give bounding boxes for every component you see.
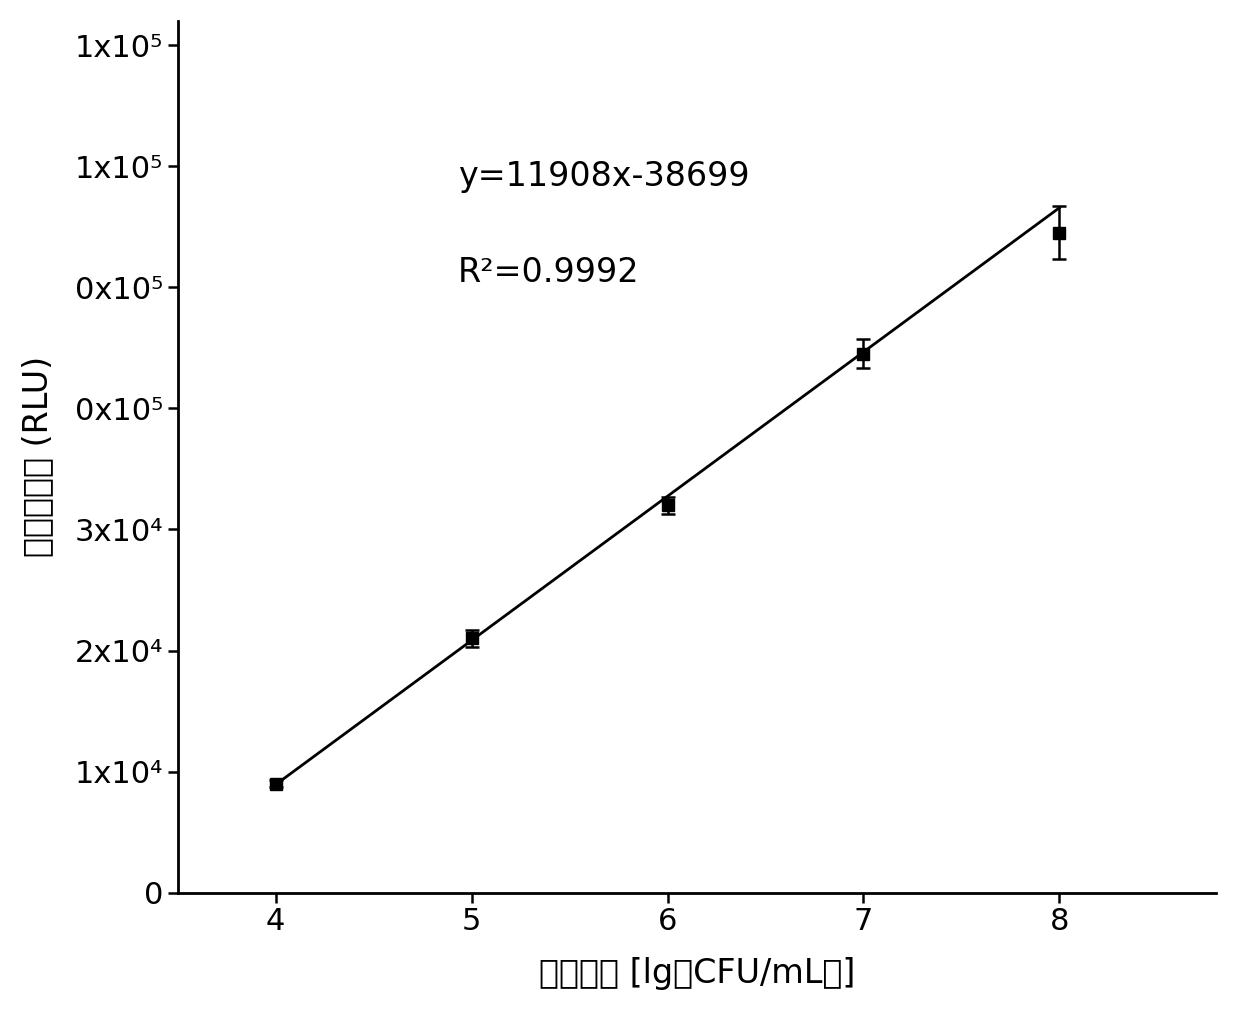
Text: R²=0.9992: R²=0.9992 <box>458 256 640 289</box>
Y-axis label: 化学发光值 (RLU): 化学发光值 (RLU) <box>21 356 54 557</box>
X-axis label: 菌落浓度 [lg（CFU/mL）]: 菌落浓度 [lg（CFU/mL）] <box>539 957 855 990</box>
Text: y=11908x-38699: y=11908x-38699 <box>458 161 750 193</box>
